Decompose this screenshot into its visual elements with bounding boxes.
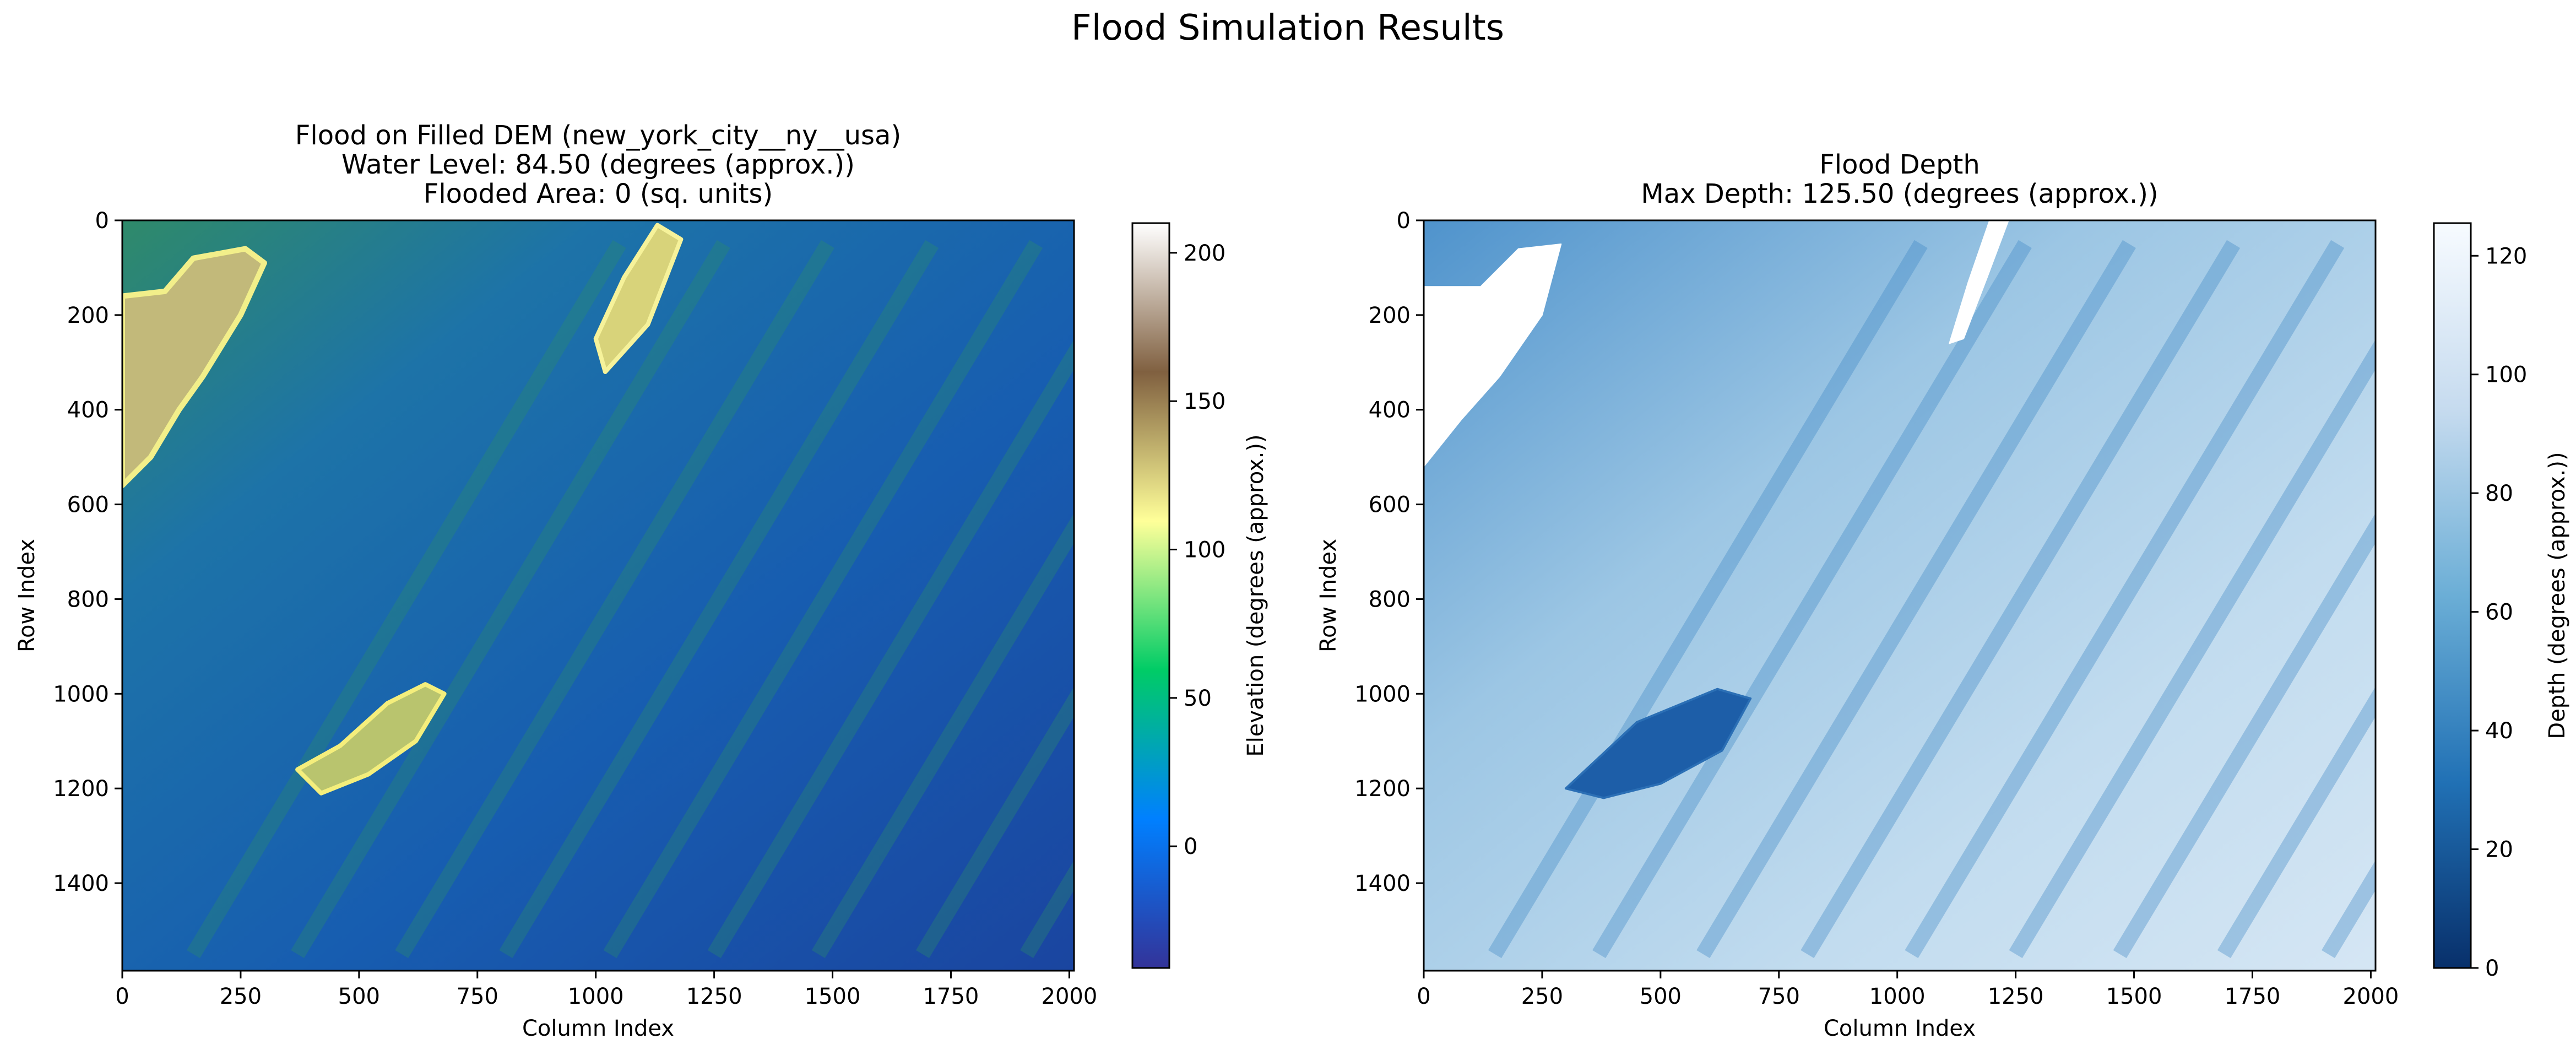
colorbar-tick-label: 0 [2485,956,2499,981]
terrain-streak [499,240,939,959]
axes-frame [1423,219,2377,972]
terrain-streak [186,240,626,959]
terrain-streak [1488,240,1928,959]
colorbar-tick-label: 150 [1184,389,1225,414]
colorbar-tick-label: 100 [2485,363,2527,388]
terrain-streak [1592,240,2032,959]
feature-island [295,682,447,796]
x-tick-label: 1000 [568,984,624,1009]
x-tick-label: 1500 [2106,984,2162,1009]
x-tick-label: 0 [1417,984,1430,1009]
colorbar-tick-label: 100 [1184,538,1225,563]
colorbar-tick-label: 20 [2485,837,2513,863]
axes-frame [121,219,1075,972]
terrain-streak [811,513,1074,959]
colorbar-tick-label: 200 [1184,241,1225,266]
x-tick-label: 250 [220,984,262,1009]
terrain-streak [291,240,730,959]
x-tick-label: 0 [115,984,129,1009]
colorbar-tick-label: 50 [1184,686,1212,711]
y-tick-label: 1200 [1354,776,1411,802]
heatmap-image [1424,220,2376,971]
chart-title-line: Water Level: 84.50 (degrees (approx.)) [341,149,855,180]
feature-deep [1564,688,1752,799]
colorbar-label: Depth (degrees (approx.)) [2545,452,2570,739]
y-tick-label: 200 [1369,303,1411,328]
heatmap-image [122,220,1074,971]
chart-title-line: Max Depth: 125.50 (degrees (approx.)) [1641,178,2158,209]
x-tick-label: 750 [457,984,498,1009]
y-tick-label: 1000 [53,681,109,707]
y-tick-label: 1400 [1354,871,1411,896]
feature-ridge [593,223,684,374]
terrain-streak [2217,686,2376,959]
terrain-streak [603,240,1043,959]
y-tick-label: 0 [95,208,109,234]
y-tick-label: 400 [67,398,109,423]
x-tick-label: 500 [1640,984,1682,1009]
x-tick-label: 2000 [1042,984,1098,1009]
y-axis-label: Row Index [1316,539,1341,652]
feature-dry-land [1424,244,1562,467]
elevation-panel: Flood on Filled DEM (new_york_city__ny__… [14,120,1268,1041]
y-tick-label: 800 [67,587,109,612]
colorbar [2433,222,2472,969]
terrain-streak [707,339,1074,959]
x-tick-label: 750 [1758,984,1800,1009]
y-tick-label: 800 [1369,587,1411,612]
chart-title-line: Flood on Filled DEM (new_york_city__ny__… [295,120,901,151]
feature-dry-land [1949,220,2009,344]
colorbar [1131,222,1170,969]
x-axis-label: Column Index [522,1016,674,1041]
x-tick-label: 1750 [2225,984,2281,1009]
x-tick-label: 1250 [686,984,742,1009]
y-tick-label: 1400 [53,871,109,896]
y-tick-label: 200 [67,303,109,328]
terrain-streak [1696,240,2136,959]
y-tick-label: 600 [67,493,109,518]
terrain-streak [915,686,1074,959]
terrain-streak [395,240,834,959]
chart-title-line: Flooded Area: 0 (sq. units) [424,178,773,209]
terrain-streak [2113,513,2376,959]
x-tick-label: 2000 [2343,984,2399,1009]
y-tick-label: 0 [1397,208,1411,234]
x-tick-label: 1750 [923,984,979,1009]
colorbar-tick-label: 40 [2485,718,2513,744]
chart-title-line: Flood Depth [1819,149,1980,180]
x-tick-label: 1500 [805,984,861,1009]
terrain-streak [2009,339,2376,959]
terrain-streak [1801,240,2241,959]
figure-suptitle: Flood Simulation Results [1071,8,1504,48]
x-axis-label: Column Index [1824,1016,1976,1041]
x-tick-label: 250 [1521,984,1563,1009]
y-tick-label: 400 [1369,398,1411,423]
colorbar-tick-label: 0 [1184,834,1197,859]
colorbar-tick-label: 80 [2485,481,2513,506]
y-tick-label: 1200 [53,776,109,802]
colorbar-tick-label: 120 [2485,244,2527,269]
colorbar-tick-label: 60 [2485,600,2513,625]
x-tick-label: 1250 [1988,984,2044,1009]
y-tick-label: 1000 [1354,681,1411,707]
colorbar-label: Elevation (degrees (approx.)) [1243,434,1268,756]
x-tick-label: 1000 [1869,984,1926,1009]
terrain-streak [1905,240,2345,959]
heatmap-background [1424,220,2376,971]
feature-terrain-high [122,246,267,489]
x-tick-label: 500 [338,984,380,1009]
y-axis-label: Row Index [14,539,40,652]
y-tick-label: 600 [1369,493,1411,518]
